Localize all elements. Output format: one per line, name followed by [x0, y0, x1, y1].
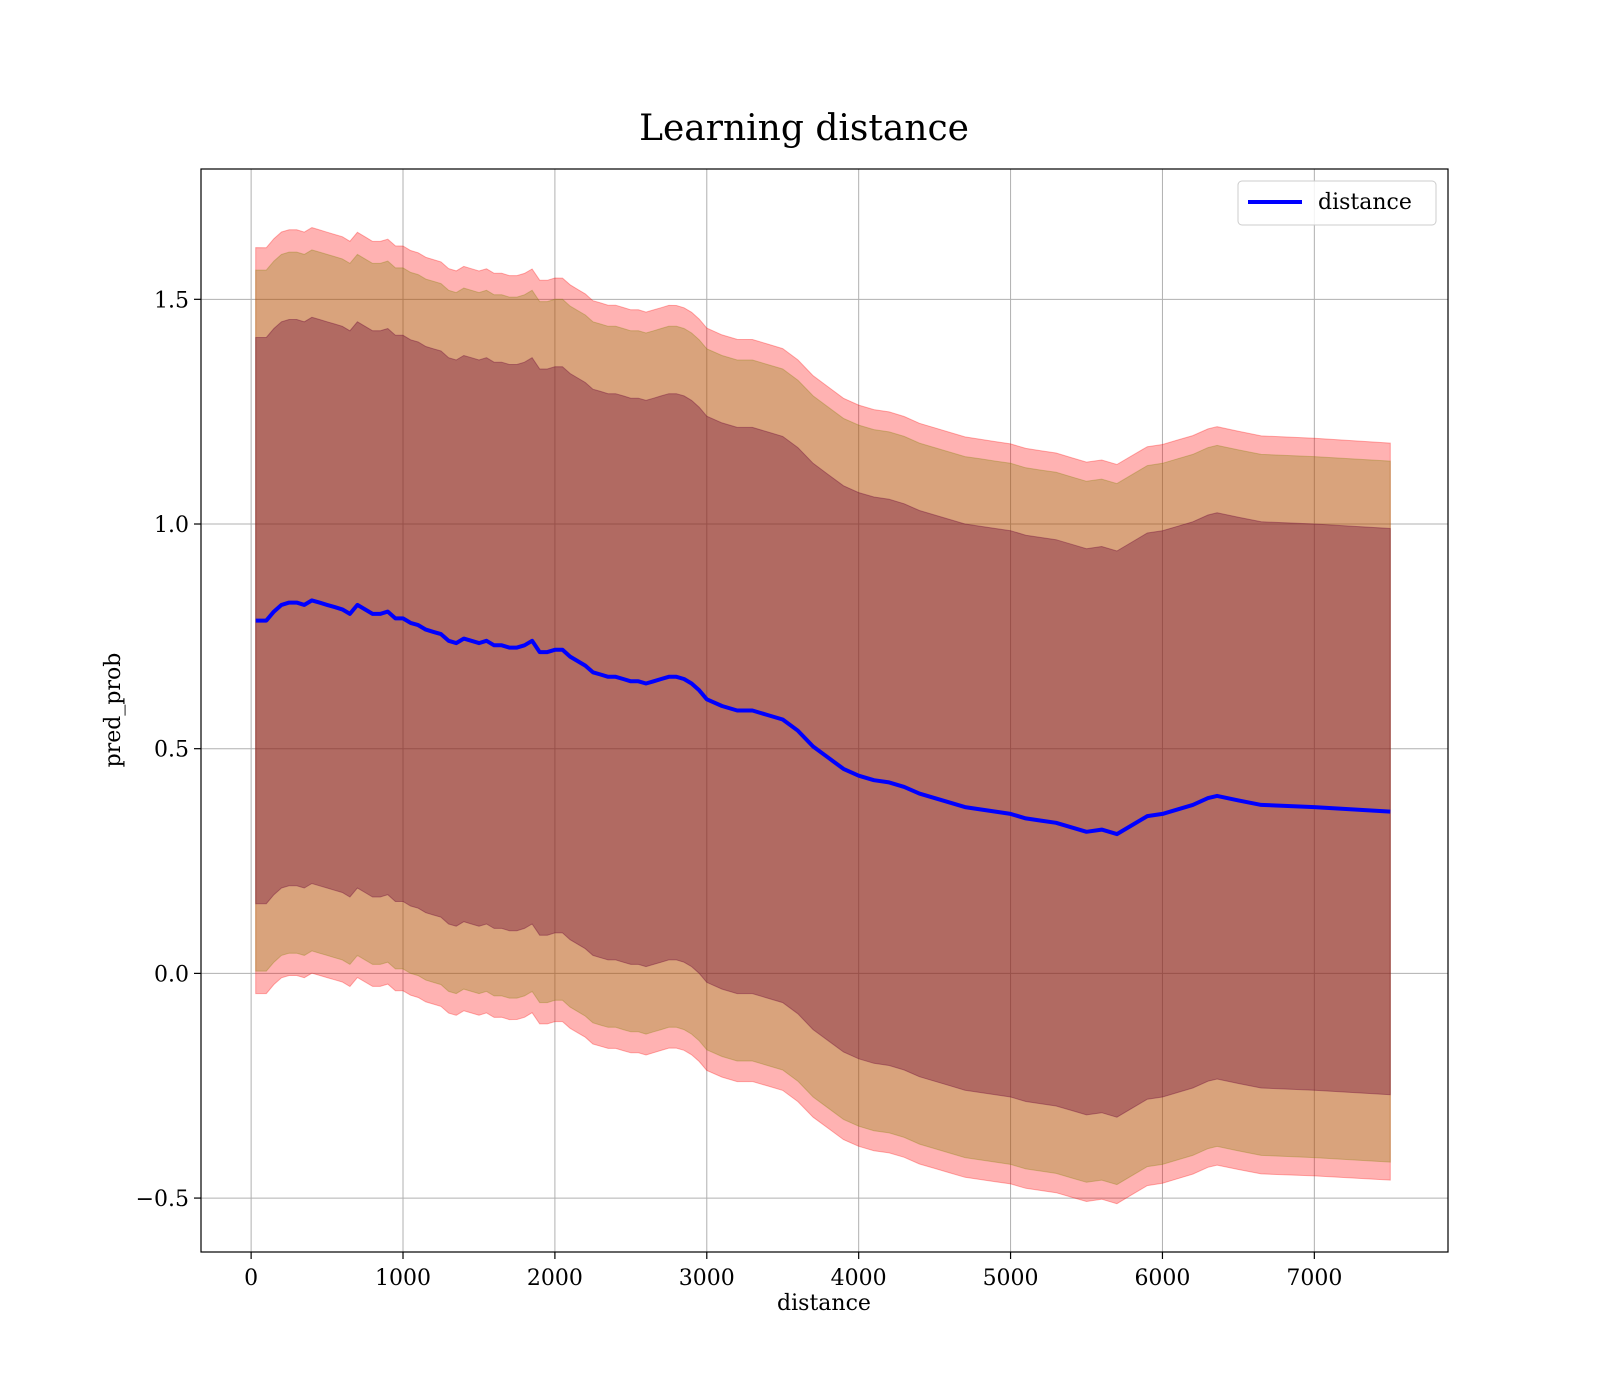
chart-title: Learning distance — [639, 108, 969, 149]
legend-label-distance: distance — [1318, 190, 1412, 215]
grid — [201, 169, 1448, 1252]
x-tick-label-4: 4000 — [831, 1266, 887, 1291]
y-axis-label: pred_prob — [101, 653, 126, 768]
series-line-distance — [255, 598, 1391, 837]
confidence-bands — [255, 227, 1391, 1205]
x-tick-label-0: 0 — [244, 1266, 258, 1291]
y-tick-label-1: 0.0 — [154, 962, 189, 987]
x-tick-label-5: 5000 — [983, 1266, 1039, 1291]
x-tick-label-6: 6000 — [1134, 1266, 1190, 1291]
band-1 — [255, 249, 1391, 1186]
y-axis-ticks: −0.5 0.0 0.5 1.0 1.5 — [136, 288, 201, 1212]
y-tick-label-2: 0.5 — [154, 738, 189, 763]
band-0 — [255, 227, 1391, 1205]
x-axis-label: distance — [777, 1291, 871, 1316]
y-tick-label-0: −0.5 — [136, 1187, 189, 1212]
series-lines — [255, 598, 1391, 837]
x-axis-ticks: 0 1000 2000 3000 4000 5000 6000 7000 — [244, 1252, 1342, 1291]
band-2 — [255, 316, 1391, 1118]
legend-box — [1237, 180, 1437, 226]
plot-frame — [200, 168, 1449, 1253]
y-tick-label-4: 1.5 — [154, 288, 189, 313]
x-tick-label-1: 1000 — [375, 1266, 431, 1291]
x-tick-label-7: 7000 — [1286, 1266, 1342, 1291]
legend: distance — [1237, 180, 1437, 226]
x-tick-label-3: 3000 — [679, 1266, 735, 1291]
x-tick-label-2: 2000 — [527, 1266, 583, 1291]
y-tick-label-3: 1.0 — [154, 513, 189, 538]
